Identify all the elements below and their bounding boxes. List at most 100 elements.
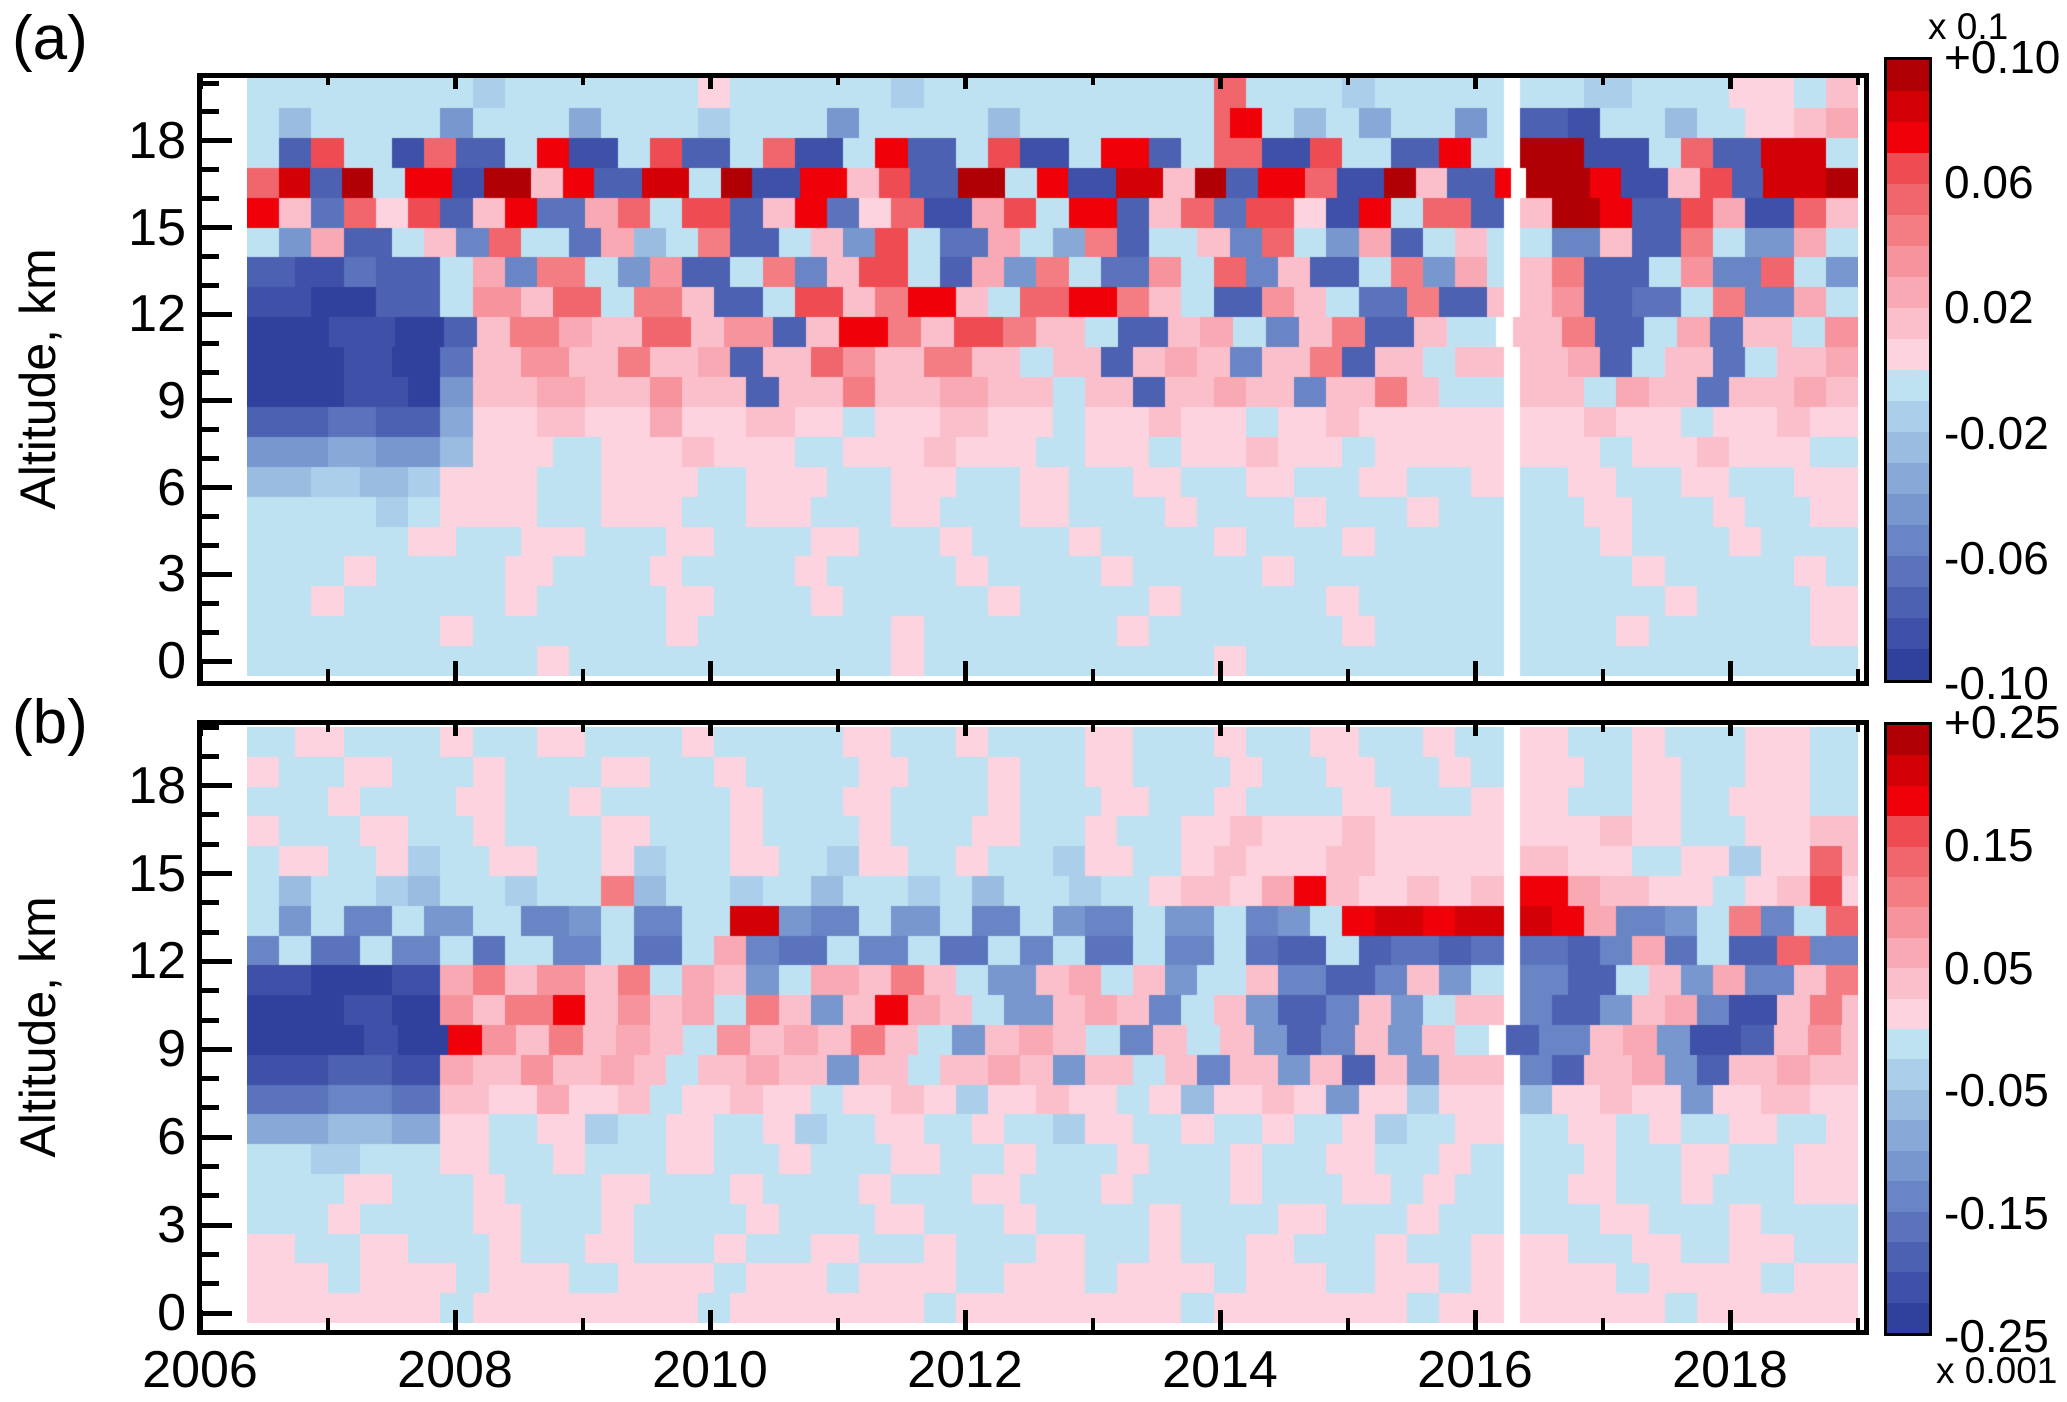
x-major-tick bbox=[963, 1310, 968, 1330]
panel-a-letter: (a) bbox=[12, 4, 88, 73]
x-major-tick bbox=[1473, 1310, 1478, 1330]
x-minor-tick-top bbox=[1855, 78, 1860, 85]
y-minor-tick bbox=[202, 196, 219, 202]
panel-b-letter: (b) bbox=[12, 688, 88, 757]
x-major-tick bbox=[198, 661, 203, 681]
colorbar-tick-label: +0.10 bbox=[1944, 31, 2061, 83]
colorbar-segment bbox=[1887, 587, 1929, 618]
y-minor-tick bbox=[202, 629, 219, 635]
x-tick-label: 2014 bbox=[1162, 1341, 1278, 1399]
colorbar-segment bbox=[1887, 968, 1929, 999]
colorbar-b bbox=[1884, 722, 1932, 1336]
y-tick-label: 3 bbox=[157, 545, 186, 604]
y-minor-tick bbox=[202, 514, 219, 519]
y-minor-tick bbox=[202, 988, 219, 994]
y-tick-label: 18 bbox=[128, 111, 186, 170]
colorbar-segment bbox=[1887, 370, 1929, 401]
x-minor-tick bbox=[580, 1318, 585, 1330]
y-minor-tick bbox=[202, 340, 219, 346]
y-major-tick bbox=[202, 225, 232, 230]
y-major-tick bbox=[202, 783, 232, 789]
x-minor-tick-top bbox=[1090, 78, 1095, 85]
colorbar-tick-label: 0.05 bbox=[1944, 941, 2034, 994]
y-axis-title-a: Altitude, km bbox=[10, 248, 66, 510]
y-tick-label: 3 bbox=[157, 1196, 186, 1255]
x-major-tick bbox=[963, 661, 968, 681]
y-tick-label: 9 bbox=[157, 371, 186, 430]
colorbar-segment bbox=[1887, 649, 1929, 680]
x-minor-tick bbox=[835, 669, 840, 681]
x-major-tick-top bbox=[963, 725, 968, 736]
colorbar-segment bbox=[1887, 816, 1929, 847]
x-major-tick-top bbox=[963, 78, 968, 89]
x-tick-label: 2012 bbox=[907, 1341, 1023, 1399]
x-minor-tick bbox=[1855, 1318, 1860, 1330]
x-minor-tick-top bbox=[1855, 725, 1860, 732]
panel-a-frame bbox=[197, 73, 1869, 686]
x-major-tick-top bbox=[708, 78, 713, 89]
colorbar-segment bbox=[1887, 1120, 1929, 1151]
colorbar-segment bbox=[1887, 401, 1929, 432]
colorbar-segment bbox=[1887, 1089, 1929, 1121]
x-minor-tick-top bbox=[835, 725, 840, 732]
colorbar-segment bbox=[1887, 494, 1929, 525]
y-tick-label: 9 bbox=[157, 1020, 186, 1079]
y-minor-tick bbox=[202, 456, 219, 462]
y-minor-tick bbox=[202, 80, 219, 86]
y-tick-label: 12 bbox=[128, 932, 186, 991]
x-tick-label: 2016 bbox=[1417, 1341, 1533, 1399]
y-minor-tick bbox=[202, 724, 219, 730]
colorbar-segment bbox=[1887, 184, 1929, 215]
y-minor-tick bbox=[202, 1076, 219, 1082]
x-tick-label: 2006 bbox=[142, 1341, 258, 1399]
x-minor-tick bbox=[835, 1318, 840, 1330]
x-minor-tick bbox=[325, 669, 330, 681]
colorbar-segment bbox=[1887, 153, 1929, 184]
colorbar-segment bbox=[1887, 1029, 1929, 1060]
colorbar-a-multiplier: x 0.1 bbox=[1928, 6, 2009, 47]
y-minor-tick bbox=[202, 841, 219, 847]
x-minor-tick bbox=[1855, 669, 1860, 681]
y-major-tick bbox=[202, 871, 232, 876]
y-minor-tick bbox=[202, 600, 219, 606]
colorbar-segment bbox=[1887, 1150, 1929, 1182]
y-major-tick bbox=[202, 398, 232, 404]
colorbar-tick-label: -0.02 bbox=[1944, 406, 2049, 459]
y-minor-tick bbox=[202, 542, 219, 548]
y-major-tick bbox=[202, 658, 232, 664]
y-major-tick bbox=[202, 1134, 232, 1140]
x-major-tick bbox=[708, 1310, 713, 1330]
colorbar-segment bbox=[1887, 525, 1929, 556]
y-tick-label: 15 bbox=[128, 198, 186, 257]
colorbar-segment bbox=[1887, 1211, 1929, 1242]
colorbar-segment bbox=[1887, 907, 1929, 938]
colorbar-segment bbox=[1887, 277, 1929, 308]
y-minor-tick bbox=[202, 1251, 219, 1257]
x-minor-tick bbox=[325, 1318, 330, 1330]
x-major-tick-top bbox=[1473, 725, 1478, 736]
y-minor-tick bbox=[202, 929, 219, 935]
colorbar-tick-label: -0.25 bbox=[1944, 1310, 2049, 1362]
colorbar-segment bbox=[1887, 785, 1929, 817]
colorbar-segment bbox=[1887, 246, 1929, 277]
y-minor-tick bbox=[202, 427, 219, 433]
x-major-tick-top bbox=[1218, 725, 1223, 736]
y-minor-tick bbox=[202, 812, 219, 818]
colorbar-segment bbox=[1887, 1241, 1929, 1273]
x-minor-tick-top bbox=[325, 725, 330, 732]
colorbar-tick-label: -0.05 bbox=[1944, 1064, 2049, 1117]
y-major-tick bbox=[202, 311, 232, 317]
y-major-tick bbox=[202, 1222, 232, 1228]
y-minor-tick bbox=[202, 167, 219, 173]
colorbar-segment bbox=[1887, 937, 1929, 969]
colorbar-segment bbox=[1887, 846, 1929, 878]
x-major-tick-top bbox=[453, 725, 458, 736]
x-minor-tick-top bbox=[580, 725, 585, 732]
y-major-tick bbox=[202, 1046, 232, 1052]
x-minor-tick-top bbox=[1600, 725, 1605, 732]
y-tick-label: 15 bbox=[128, 844, 186, 903]
x-major-tick-top bbox=[198, 725, 203, 736]
colorbar-segment bbox=[1887, 998, 1929, 1030]
colorbar-b-multiplier: x 0.001 bbox=[1936, 1350, 2058, 1391]
